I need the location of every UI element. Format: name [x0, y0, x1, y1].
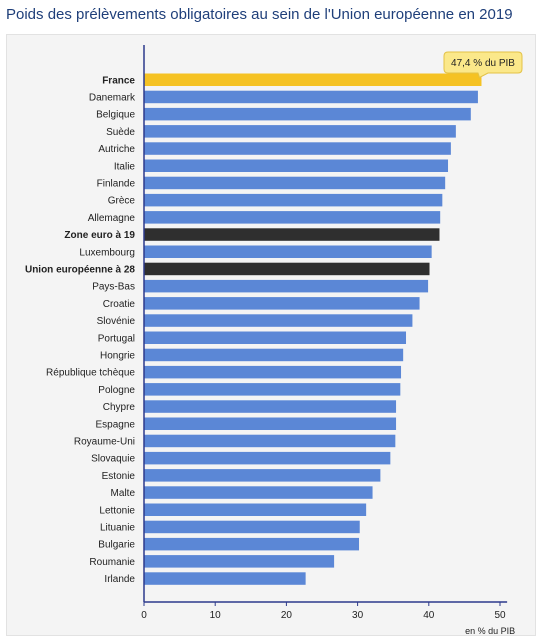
- category-label: Hongrie: [100, 350, 135, 361]
- category-label: Luxembourg: [79, 247, 135, 258]
- category-label: Slovaquie: [91, 454, 135, 465]
- bar: [144, 555, 335, 568]
- category-label: Portugal: [98, 333, 135, 344]
- bar: [144, 73, 482, 86]
- bar: [144, 211, 441, 224]
- callout-box: [443, 51, 523, 79]
- bar: [144, 348, 404, 362]
- bar: [144, 572, 306, 585]
- bar: [144, 297, 420, 310]
- category-label: Autriche: [98, 144, 135, 155]
- x-tick-label: 50: [494, 610, 506, 621]
- category-label: Allemagne: [88, 213, 136, 224]
- category-label: Lettonie: [99, 505, 135, 516]
- bar-chart: France Danemark Belgique Suède Autriche Itali…: [25, 45, 523, 635]
- category-label: Bulgarie: [98, 540, 135, 551]
- page-title: Poids des prélèvements obligatoires au s…: [6, 6, 513, 23]
- bar: [144, 417, 397, 430]
- category-label: Croatie: [103, 299, 136, 310]
- bar: [144, 331, 407, 344]
- category-label: Roumanie: [89, 557, 135, 568]
- category-label: Royaume-Uni: [74, 436, 135, 447]
- bar: [144, 193, 443, 207]
- bar: [144, 469, 381, 482]
- bar: [144, 245, 432, 258]
- category-label: Union européenne à 28: [25, 264, 135, 275]
- category-label: Suède: [106, 127, 135, 138]
- bar: [144, 90, 478, 104]
- bar: [144, 383, 401, 396]
- x-axis-label: en % du PIB: [465, 626, 515, 635]
- category-label: Finlande: [97, 178, 136, 189]
- bar: [144, 365, 402, 379]
- x-tick-label: 40: [423, 610, 435, 621]
- category-label: Estonie: [102, 471, 136, 482]
- x-tick-label: 30: [352, 610, 364, 621]
- bar: [144, 262, 430, 276]
- x-tick-label: 0: [141, 610, 147, 621]
- category-label: Pologne: [98, 385, 135, 396]
- x-tick-label: 10: [210, 610, 222, 621]
- category-label: Zone euro à 19: [64, 230, 135, 241]
- bar: [144, 228, 440, 241]
- category-label: République tchèque: [46, 368, 135, 379]
- category-label: Espagne: [96, 419, 136, 430]
- bar: [144, 400, 397, 413]
- bar: [144, 176, 446, 190]
- bar: [144, 520, 360, 534]
- bar: [144, 537, 360, 551]
- x-tick-label: 20: [281, 610, 293, 621]
- category-label: Chypre: [103, 402, 136, 413]
- category-label: Slovénie: [97, 316, 136, 327]
- bar: [144, 314, 413, 327]
- category-label: Grèce: [108, 196, 136, 207]
- category-label: Italie: [114, 161, 136, 172]
- bar: [144, 107, 471, 121]
- bar: [144, 503, 367, 516]
- category-label: Belgique: [96, 110, 135, 121]
- bar: [144, 434, 396, 448]
- callout-label: 47,4 % du PIB: [451, 58, 515, 69]
- category-label: France: [102, 75, 135, 86]
- bar: [144, 486, 373, 499]
- bar: [144, 142, 451, 155]
- bar: [144, 279, 429, 293]
- bar: [144, 451, 391, 465]
- chart-frame: France Danemark Belgique Suède Autriche Itali…: [6, 34, 536, 636]
- category-label: Lituanie: [100, 522, 135, 533]
- category-label: Malte: [111, 488, 136, 499]
- bar: [144, 125, 456, 138]
- category-label: Pays-Bas: [92, 282, 135, 293]
- category-label: Danemark: [89, 92, 136, 103]
- bar: [144, 159, 449, 172]
- category-label: Irlande: [104, 574, 135, 585]
